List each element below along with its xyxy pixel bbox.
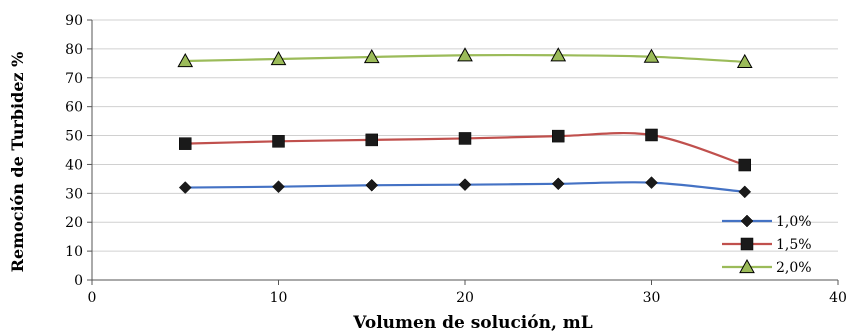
y-tick-labels: 0 10 20 30 40 50 60 70 80 90 bbox=[65, 13, 83, 289]
data-point bbox=[738, 185, 752, 199]
y-tick-label: 50 bbox=[65, 129, 83, 145]
series-1 bbox=[178, 176, 752, 199]
data-point bbox=[645, 176, 658, 189]
legend-entry: 1,5% bbox=[722, 237, 812, 253]
data-point bbox=[551, 177, 565, 191]
series-2 bbox=[179, 128, 751, 172]
legend-label: 2,0% bbox=[776, 260, 812, 276]
data-point bbox=[365, 133, 378, 147]
legend-marker bbox=[739, 258, 755, 274]
legend-marker bbox=[740, 214, 754, 228]
x-tick-labels: 0 10 20 30 40 bbox=[88, 290, 847, 306]
data-point bbox=[363, 48, 380, 64]
data-point bbox=[458, 178, 472, 192]
y-tick-label: 10 bbox=[65, 244, 83, 260]
y-tick-label: 70 bbox=[65, 71, 83, 87]
x-tick-label: 0 bbox=[88, 290, 97, 306]
series-3 bbox=[177, 47, 753, 68]
y-tick-label: 60 bbox=[65, 100, 83, 116]
y-tick-label: 20 bbox=[65, 215, 83, 231]
data-point bbox=[178, 181, 192, 194]
x-tick-label: 30 bbox=[643, 290, 661, 306]
y-tick-label: 80 bbox=[65, 42, 83, 58]
y-tick-label: 40 bbox=[65, 157, 83, 173]
data-point bbox=[643, 48, 660, 63]
data-point bbox=[736, 53, 753, 68]
legend-entry: 1,0% bbox=[722, 214, 812, 230]
data-point bbox=[272, 135, 285, 148]
data-point bbox=[272, 180, 285, 194]
data-point bbox=[550, 47, 567, 62]
data-point bbox=[552, 129, 565, 143]
data-point bbox=[458, 132, 472, 145]
data-point bbox=[177, 52, 194, 68]
x-tick-label: 10 bbox=[270, 290, 288, 306]
data-point bbox=[457, 47, 473, 62]
legend-entry: 2,0% bbox=[722, 258, 812, 276]
x-axis-title: Volumen de solución, mL bbox=[352, 313, 593, 331]
legend-label: 1,5% bbox=[776, 237, 812, 253]
x-tick-label: 20 bbox=[456, 290, 474, 306]
axes bbox=[87, 19, 839, 285]
legend-marker bbox=[740, 237, 754, 251]
data-point bbox=[270, 50, 287, 66]
y-tick-label: 0 bbox=[74, 273, 83, 289]
data-point bbox=[738, 158, 751, 172]
x-tick-label: 40 bbox=[829, 290, 847, 306]
legend-label: 1,0% bbox=[776, 214, 812, 230]
data-point bbox=[645, 128, 658, 142]
series bbox=[177, 47, 753, 199]
data-point bbox=[365, 178, 379, 192]
y-tick-label: 90 bbox=[65, 13, 83, 29]
data-point bbox=[179, 137, 192, 150]
legend: 1,0% 1,5% 2,0% bbox=[722, 214, 812, 276]
y-tick-label: 30 bbox=[65, 186, 83, 202]
y-axis-title: Remoción de Turbidez % bbox=[8, 52, 27, 273]
